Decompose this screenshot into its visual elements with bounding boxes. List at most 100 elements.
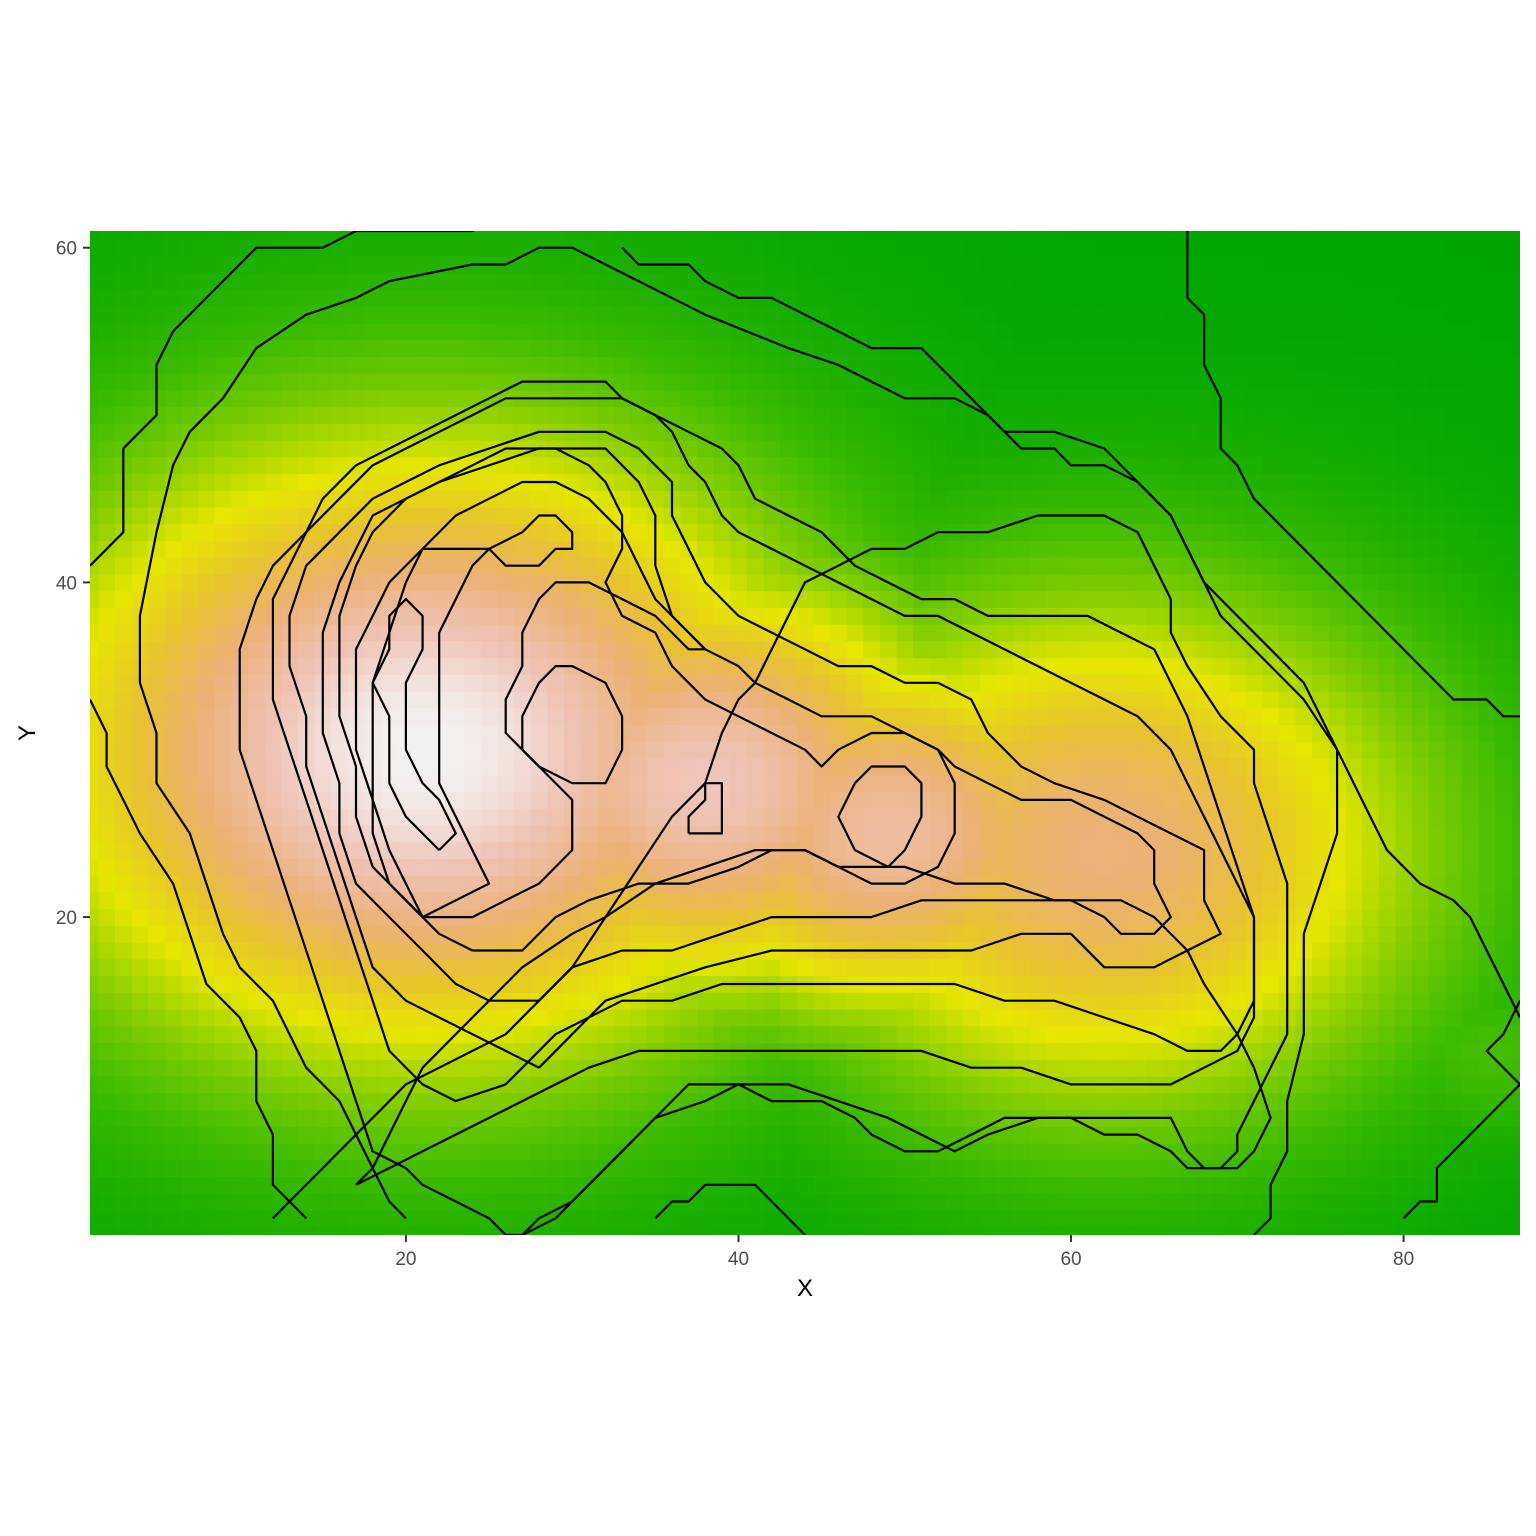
heatmap-cell (1063, 524, 1080, 541)
heatmap-cell (82, 792, 99, 809)
heatmap-cell (148, 1093, 165, 1110)
heatmap-cell (564, 1210, 581, 1227)
heatmap-cell (813, 742, 830, 759)
heatmap-cell (1146, 624, 1163, 641)
heatmap-cell (747, 390, 764, 407)
heatmap-cell (614, 775, 631, 792)
heatmap-cell (913, 1177, 930, 1194)
heatmap-cell (597, 608, 614, 625)
heatmap-cell (1379, 775, 1396, 792)
heatmap-cell (813, 273, 830, 290)
heatmap-cell (431, 574, 448, 591)
heatmap-cell (1229, 273, 1246, 290)
heatmap-cell (132, 1093, 149, 1110)
heatmap-cell (1096, 1059, 1113, 1076)
heatmap-cell (182, 691, 199, 708)
heatmap-cell (1312, 658, 1329, 675)
heatmap-cell (165, 1126, 182, 1143)
heatmap-cell (680, 708, 697, 725)
heatmap-cell (132, 959, 149, 976)
heatmap-cell (830, 926, 847, 943)
heatmap-cell (381, 373, 398, 390)
heatmap-cell (132, 859, 149, 876)
heatmap-cell (1229, 675, 1246, 692)
heatmap-cell (847, 1160, 864, 1177)
heatmap-cell (1079, 775, 1096, 792)
heatmap-cell (547, 808, 564, 825)
heatmap-cell (98, 557, 115, 574)
heatmap-cell (364, 557, 381, 574)
heatmap-cell (431, 557, 448, 574)
heatmap-cell (680, 340, 697, 357)
heatmap-cell (1063, 825, 1080, 842)
heatmap-cell (231, 775, 248, 792)
heatmap-cell (215, 758, 232, 775)
heatmap-cell (930, 1193, 947, 1210)
heatmap-cell (231, 1059, 248, 1076)
heatmap-cell (414, 240, 431, 257)
heatmap-cell (315, 1110, 332, 1127)
heatmap-cell (1046, 1193, 1063, 1210)
heatmap-cell (1129, 1160, 1146, 1177)
heatmap-cell (448, 1177, 465, 1194)
heatmap-cell (1412, 708, 1429, 725)
heatmap-cell (298, 323, 315, 340)
heatmap-cell (364, 1193, 381, 1210)
heatmap-cell (547, 875, 564, 892)
heatmap-cell (1063, 474, 1080, 491)
heatmap-cell (1113, 1143, 1130, 1160)
heatmap-cell (697, 1009, 714, 1026)
heatmap-cell (1146, 390, 1163, 407)
heatmap-cell (797, 825, 814, 842)
heatmap-cell (1229, 1193, 1246, 1210)
heatmap-cell (1229, 541, 1246, 558)
heatmap-cell (265, 959, 282, 976)
heatmap-cell (1429, 507, 1446, 524)
heatmap-cell (780, 808, 797, 825)
heatmap-cell (1212, 1110, 1229, 1127)
heatmap-cell (946, 1160, 963, 1177)
heatmap-cell (1362, 306, 1379, 323)
heatmap-cell (1429, 1126, 1446, 1143)
heatmap-cell (481, 1227, 498, 1244)
heatmap-cell (813, 624, 830, 641)
heatmap-cell (1362, 775, 1379, 792)
heatmap-cell (497, 959, 514, 976)
heatmap-cell (1046, 959, 1063, 976)
heatmap-cell (497, 240, 514, 257)
heatmap-cell (1346, 306, 1363, 323)
heatmap-cell (1179, 1193, 1196, 1210)
heatmap-cell (980, 1177, 997, 1194)
heatmap-cell (165, 507, 182, 524)
heatmap-cell (115, 1026, 132, 1043)
heatmap-cell (664, 725, 681, 742)
heatmap-cell (464, 658, 481, 675)
heatmap-cell (148, 574, 165, 591)
heatmap-cell (980, 1093, 997, 1110)
heatmap-cell (1395, 658, 1412, 675)
heatmap-cell (381, 407, 398, 424)
heatmap-cell (1163, 1193, 1180, 1210)
heatmap-cell (98, 1076, 115, 1093)
heatmap-cell (1030, 691, 1047, 708)
heatmap-cell (481, 557, 498, 574)
heatmap-cell (1412, 641, 1429, 658)
heatmap-cell (315, 1026, 332, 1043)
heatmap-cell (597, 457, 614, 474)
heatmap-cell (664, 909, 681, 926)
heatmap-cell (830, 1126, 847, 1143)
heatmap-cell (1129, 491, 1146, 508)
heatmap-cell (464, 323, 481, 340)
heatmap-cell (497, 641, 514, 658)
heatmap-cell (1046, 1043, 1063, 1060)
heatmap-cell (431, 507, 448, 524)
heatmap-cell (248, 290, 265, 307)
heatmap-cell (115, 1076, 132, 1093)
heatmap-cell (797, 959, 814, 976)
heatmap-cell (1046, 1093, 1063, 1110)
heatmap-cell (414, 290, 431, 307)
heatmap-cell (398, 507, 415, 524)
heatmap-cell (132, 875, 149, 892)
heatmap-cell (1079, 390, 1096, 407)
heatmap-cell (813, 993, 830, 1010)
